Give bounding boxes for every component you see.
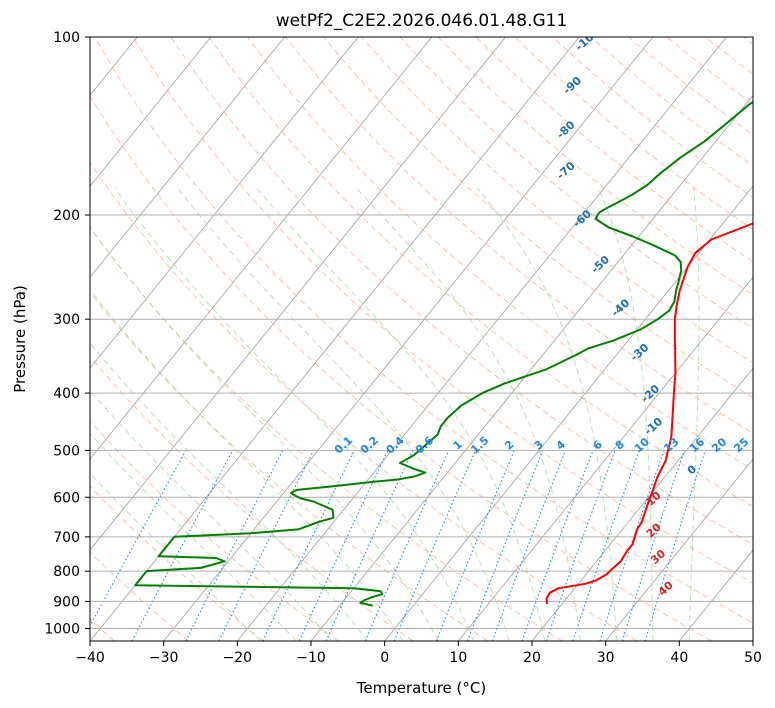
moist-adiabat-line — [90, 226, 439, 641]
dry-adiabat-line — [90, 291, 488, 641]
sounding-profiles — [134, 100, 753, 607]
y-tick-label: 700 — [53, 530, 80, 546]
y-tick-label: 200 — [53, 208, 80, 224]
dry-adiabat-line — [90, 95, 712, 641]
y-tick-label: 400 — [53, 386, 80, 402]
dry-adiabat-line — [94, 37, 753, 624]
y-tick-label: 600 — [53, 490, 80, 506]
x-tick-label: 0 — [380, 650, 389, 666]
mixing-ratio-line — [364, 450, 450, 641]
x-tick-label: −30 — [149, 650, 179, 666]
mixing-ratio-line — [644, 450, 706, 641]
isotherm-line — [605, 458, 753, 641]
mixing-ratio-line — [491, 450, 567, 641]
dewpoint-profile-line — [134, 100, 753, 607]
x-tick-label: 40 — [670, 650, 688, 666]
moist-adiabat-line — [476, 187, 618, 641]
y-tick-label: 900 — [53, 594, 80, 610]
background-lines — [90, 37, 753, 641]
dry-adiabat-line — [90, 161, 638, 641]
dry-adiabat-line — [132, 37, 753, 584]
dry-adiabat-line — [170, 37, 753, 545]
mixing-ratio-line — [521, 450, 594, 641]
x-axis: −40 −30 −20 −10 0 10 20 30 40 50 — [75, 641, 762, 666]
dry-adiabat-line — [90, 355, 414, 641]
dry-adiabat-line — [437, 37, 753, 296]
isotherm-line — [90, 37, 285, 278]
isotherm-line — [90, 37, 359, 369]
x-tick-label: 50 — [744, 650, 762, 666]
mixing-ratio-line — [435, 450, 515, 641]
moist-adiabat-line — [177, 187, 510, 641]
dry-adiabat-line — [399, 37, 753, 330]
moist-adiabat-line — [90, 389, 333, 641]
moist-adiabat-line — [256, 187, 546, 641]
y-tick-label: 1000 — [44, 621, 80, 637]
x-axis-title: Temperature (°C) — [356, 679, 486, 697]
dry-adiabat-line — [90, 420, 339, 641]
isotherm-line — [90, 37, 506, 551]
plot-frame — [89, 36, 754, 642]
mixing-ratio-line — [393, 450, 477, 641]
isotherm-line — [458, 276, 753, 641]
pressure-gridlines — [90, 37, 753, 629]
x-tick-label: −20 — [223, 650, 253, 666]
dry-adiabat-line — [208, 37, 753, 508]
y-axis: 1000 900 800 700 600 500 400 300 200 100 — [44, 30, 90, 637]
y-axis-title: Pressure (hPa) — [11, 285, 29, 393]
mixing-ratio-line — [90, 450, 187, 627]
y-tick-label: 500 — [53, 443, 80, 459]
dry-adiabat-line — [90, 551, 190, 641]
mixing-ratio-line — [545, 450, 616, 641]
chart-title: wetPf2_C2E2.2026.046.01.48.G11 — [276, 11, 568, 31]
x-tick-label: 10 — [449, 650, 467, 666]
mixing-ratio-line — [185, 450, 284, 641]
mixing-ratio-line — [621, 450, 686, 641]
x-tick-label: −10 — [296, 650, 326, 666]
mixing-ratio-line — [599, 450, 665, 641]
y-tick-label: 100 — [53, 30, 80, 46]
moist-adiabat-line — [114, 187, 475, 641]
x-tick-label: −40 — [75, 650, 105, 666]
isotherm-line — [90, 37, 433, 460]
x-tick-label: 20 — [523, 650, 541, 666]
y-tick-label: 300 — [53, 312, 80, 328]
moist-adiabat-line — [355, 187, 582, 641]
isotherm-line — [237, 37, 727, 641]
temperature-profile-line — [545, 222, 753, 605]
mixing-ratio-line — [572, 450, 640, 641]
moist-adiabat-line — [597, 187, 654, 641]
x-tick-label: 30 — [597, 650, 615, 666]
isotherm-line — [531, 367, 753, 641]
isotherm-line — [384, 185, 753, 641]
mixing-ratio-line — [325, 450, 414, 641]
isotherm-line — [90, 37, 212, 187]
moist-adiabat-line — [90, 288, 404, 641]
y-tick-label: 800 — [53, 564, 80, 580]
isotherm-line — [163, 37, 654, 641]
mixing-ratio-line — [131, 450, 234, 641]
moist-adiabat-line — [90, 342, 368, 641]
mixing-ratio-line — [466, 450, 544, 641]
dry-adiabat-line — [247, 37, 753, 471]
